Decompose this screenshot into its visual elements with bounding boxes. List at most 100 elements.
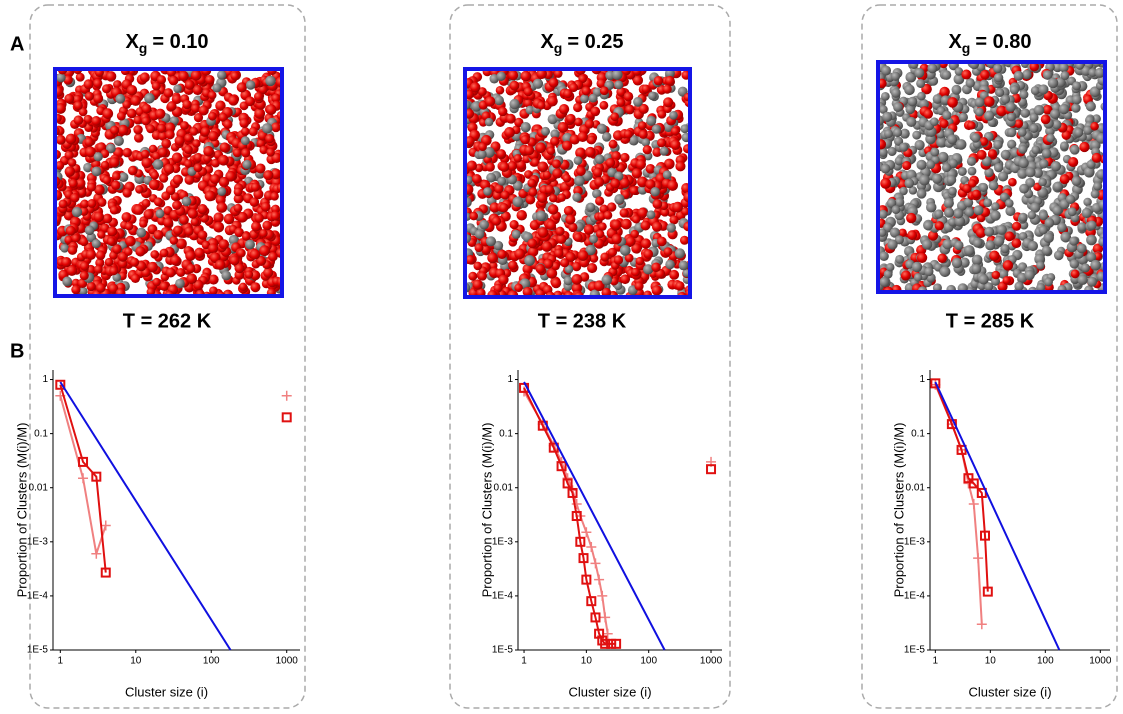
sphere — [205, 191, 216, 202]
sphere — [663, 85, 672, 94]
sphere — [964, 245, 975, 256]
sphere — [87, 183, 96, 192]
sphere — [940, 266, 951, 277]
sphere — [261, 202, 271, 212]
sphere — [478, 272, 487, 281]
sphere — [991, 202, 1000, 211]
sphere — [472, 279, 482, 289]
sphere — [1019, 213, 1028, 222]
sphere — [122, 212, 132, 222]
sphere — [133, 125, 142, 134]
sphere — [935, 221, 944, 230]
sphere — [499, 162, 509, 172]
sphere — [1024, 270, 1034, 280]
sphere — [173, 85, 182, 94]
sphere — [888, 147, 897, 156]
sphere — [74, 101, 83, 110]
sphere — [884, 129, 893, 138]
sphere — [675, 248, 685, 258]
sphere — [574, 156, 583, 165]
sphere — [1071, 103, 1080, 112]
series-line — [935, 383, 987, 591]
sphere — [917, 189, 927, 199]
sphere — [619, 208, 628, 217]
sphere — [223, 120, 232, 129]
sphere — [268, 252, 278, 262]
sphere — [135, 185, 144, 194]
sphere — [639, 130, 648, 139]
x-tick-label: 1000 — [1089, 656, 1112, 667]
sphere — [1072, 81, 1081, 90]
sphere — [86, 249, 96, 259]
sphere — [537, 161, 548, 172]
sphere — [65, 166, 75, 176]
sphere — [56, 135, 66, 145]
sphere — [170, 236, 179, 245]
sphere — [946, 175, 956, 185]
sphere — [636, 257, 645, 266]
x-tick-label: 10 — [985, 656, 997, 667]
sphere — [150, 171, 159, 180]
sphere — [994, 73, 1003, 82]
sphere — [926, 160, 935, 169]
y-tick-label: 0.01 — [906, 482, 926, 493]
sphere — [633, 97, 643, 107]
sphere — [942, 163, 951, 172]
sphere — [1019, 184, 1029, 194]
sphere — [242, 232, 251, 241]
sphere — [580, 94, 589, 103]
marker — [282, 391, 292, 401]
sphere — [1083, 198, 1091, 206]
sphere — [600, 86, 609, 95]
x-tick-label: 10 — [581, 656, 593, 667]
sphere — [978, 274, 988, 284]
y-tick-label: 1E-4 — [492, 591, 514, 602]
sphere — [210, 174, 220, 184]
sphere — [636, 159, 646, 169]
sphere — [521, 135, 530, 144]
sphere — [512, 230, 521, 239]
sphere — [594, 177, 604, 187]
sphere — [479, 220, 489, 230]
sphere — [472, 174, 482, 184]
sphere — [923, 109, 933, 119]
sphere — [906, 213, 916, 223]
sphere — [1051, 161, 1061, 171]
snapshot — [873, 57, 1110, 297]
sphere — [141, 150, 150, 159]
sphere — [254, 108, 265, 119]
sphere — [135, 246, 145, 256]
sphere — [1087, 221, 1097, 231]
sphere — [154, 230, 164, 240]
sphere — [937, 254, 947, 264]
sphere — [990, 210, 1000, 220]
sphere — [262, 221, 272, 231]
sphere — [893, 128, 902, 137]
sphere — [213, 222, 224, 233]
y-tick-label: 1E-3 — [904, 536, 926, 547]
sphere — [497, 250, 507, 260]
sphere — [607, 202, 616, 211]
sphere — [934, 209, 943, 218]
sphere — [611, 220, 621, 230]
sphere — [589, 94, 598, 103]
sphere — [514, 283, 523, 292]
sphere — [968, 179, 977, 188]
sphere — [185, 175, 195, 185]
sphere — [598, 222, 606, 230]
sphere — [912, 262, 922, 272]
sphere — [80, 261, 89, 270]
sphere — [1059, 104, 1069, 114]
sphere — [1025, 167, 1035, 177]
sphere — [971, 264, 981, 274]
sphere — [191, 217, 200, 226]
sphere — [901, 270, 911, 280]
sphere — [172, 201, 181, 210]
sphere — [1050, 109, 1060, 119]
sphere — [266, 104, 277, 115]
sphere — [141, 157, 152, 168]
sphere — [182, 100, 191, 109]
sphere — [1028, 241, 1038, 251]
sphere — [1020, 108, 1029, 117]
sphere — [496, 86, 505, 95]
